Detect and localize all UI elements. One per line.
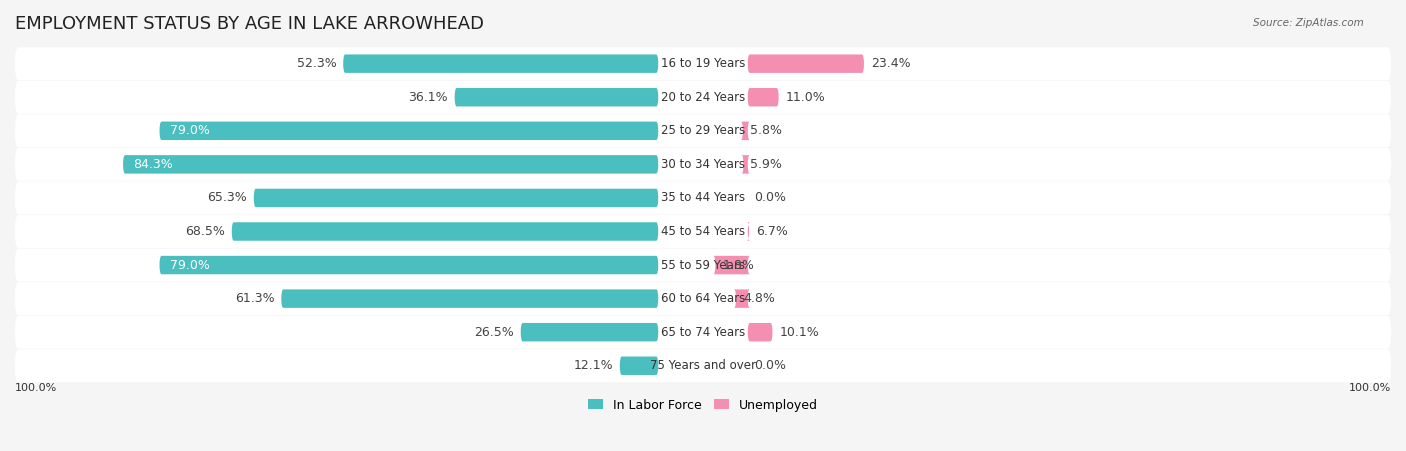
FancyBboxPatch shape bbox=[122, 155, 658, 174]
Text: 65.3%: 65.3% bbox=[207, 191, 247, 204]
Text: 100.0%: 100.0% bbox=[1348, 382, 1391, 392]
Text: 35 to 44 Years: 35 to 44 Years bbox=[661, 191, 745, 204]
Text: 20 to 24 Years: 20 to 24 Years bbox=[661, 91, 745, 104]
FancyBboxPatch shape bbox=[15, 350, 1391, 382]
FancyBboxPatch shape bbox=[741, 155, 749, 174]
FancyBboxPatch shape bbox=[15, 181, 1391, 214]
FancyBboxPatch shape bbox=[741, 122, 749, 140]
FancyBboxPatch shape bbox=[343, 55, 658, 73]
FancyBboxPatch shape bbox=[15, 115, 1391, 147]
Text: 79.0%: 79.0% bbox=[170, 258, 209, 272]
FancyBboxPatch shape bbox=[747, 222, 749, 241]
Text: 25 to 29 Years: 25 to 29 Years bbox=[661, 124, 745, 137]
Text: 0.0%: 0.0% bbox=[755, 359, 786, 372]
FancyBboxPatch shape bbox=[15, 215, 1391, 248]
Text: 11.0%: 11.0% bbox=[786, 91, 825, 104]
FancyBboxPatch shape bbox=[281, 290, 658, 308]
Text: 4.8%: 4.8% bbox=[742, 292, 775, 305]
Text: 23.4%: 23.4% bbox=[870, 57, 911, 70]
Text: 1.8%: 1.8% bbox=[723, 258, 754, 272]
Text: 52.3%: 52.3% bbox=[297, 57, 336, 70]
Text: 45 to 54 Years: 45 to 54 Years bbox=[661, 225, 745, 238]
Text: 16 to 19 Years: 16 to 19 Years bbox=[661, 57, 745, 70]
Text: 55 to 59 Years: 55 to 59 Years bbox=[661, 258, 745, 272]
FancyBboxPatch shape bbox=[159, 256, 658, 274]
FancyBboxPatch shape bbox=[454, 88, 658, 106]
Text: 10.1%: 10.1% bbox=[779, 326, 820, 339]
Text: 36.1%: 36.1% bbox=[408, 91, 447, 104]
FancyBboxPatch shape bbox=[748, 323, 772, 341]
FancyBboxPatch shape bbox=[15, 316, 1391, 349]
Text: Source: ZipAtlas.com: Source: ZipAtlas.com bbox=[1253, 18, 1364, 28]
FancyBboxPatch shape bbox=[748, 55, 865, 73]
Text: 30 to 34 Years: 30 to 34 Years bbox=[661, 158, 745, 171]
Legend: In Labor Force, Unemployed: In Labor Force, Unemployed bbox=[583, 394, 823, 417]
Text: 84.3%: 84.3% bbox=[134, 158, 173, 171]
FancyBboxPatch shape bbox=[748, 88, 779, 106]
FancyBboxPatch shape bbox=[15, 148, 1391, 181]
Text: 60 to 64 Years: 60 to 64 Years bbox=[661, 292, 745, 305]
FancyBboxPatch shape bbox=[232, 222, 658, 241]
FancyBboxPatch shape bbox=[15, 249, 1391, 281]
FancyBboxPatch shape bbox=[253, 189, 658, 207]
FancyBboxPatch shape bbox=[15, 282, 1391, 315]
Text: 61.3%: 61.3% bbox=[235, 292, 274, 305]
FancyBboxPatch shape bbox=[734, 290, 749, 308]
Text: 26.5%: 26.5% bbox=[474, 326, 513, 339]
Text: 100.0%: 100.0% bbox=[15, 382, 58, 392]
Text: 12.1%: 12.1% bbox=[574, 359, 613, 372]
Text: 5.9%: 5.9% bbox=[751, 158, 782, 171]
Text: 65 to 74 Years: 65 to 74 Years bbox=[661, 326, 745, 339]
Text: 0.0%: 0.0% bbox=[755, 191, 786, 204]
FancyBboxPatch shape bbox=[620, 357, 658, 375]
FancyBboxPatch shape bbox=[15, 47, 1391, 80]
Text: 6.7%: 6.7% bbox=[756, 225, 787, 238]
FancyBboxPatch shape bbox=[15, 81, 1391, 114]
FancyBboxPatch shape bbox=[520, 323, 658, 341]
Text: 68.5%: 68.5% bbox=[186, 225, 225, 238]
Text: 75 Years and over: 75 Years and over bbox=[650, 359, 756, 372]
Text: 5.8%: 5.8% bbox=[749, 124, 782, 137]
FancyBboxPatch shape bbox=[713, 256, 749, 274]
FancyBboxPatch shape bbox=[159, 122, 658, 140]
Text: EMPLOYMENT STATUS BY AGE IN LAKE ARROWHEAD: EMPLOYMENT STATUS BY AGE IN LAKE ARROWHE… bbox=[15, 15, 484, 33]
Text: 79.0%: 79.0% bbox=[170, 124, 209, 137]
